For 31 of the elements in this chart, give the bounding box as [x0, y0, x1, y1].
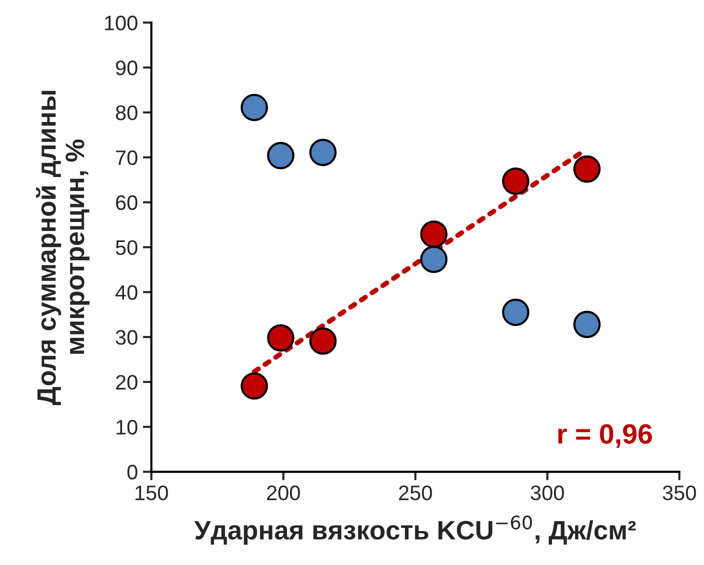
x-tick-label: 200	[267, 486, 300, 500]
point	[240, 94, 268, 122]
x-tick-label: 300	[530, 486, 564, 500]
point	[267, 324, 294, 352]
y-tick-label: 90	[116, 60, 138, 76]
y-tick-label: 70	[116, 150, 138, 166]
x-tick-label: 350	[662, 486, 696, 500]
point	[420, 220, 448, 248]
x-axis-title: Ударная вязкость KCU$^{−60}$, Дж/см²	[194, 516, 636, 545]
point	[502, 168, 530, 195]
point	[420, 246, 448, 273]
y-tick-label: 100	[105, 16, 138, 30]
y-tick-label: 0	[127, 464, 138, 480]
x-tick-label: 150	[136, 486, 168, 500]
point	[309, 138, 337, 166]
point	[240, 372, 268, 400]
y-tick-label: 80	[116, 105, 138, 120]
annotation: r = 0,96	[558, 424, 652, 448]
point	[502, 298, 530, 326]
x-tick-label: 250	[399, 486, 432, 500]
y-tick-label: 60	[116, 195, 138, 210]
y-tick-label: 20	[116, 374, 138, 390]
y-axis-title: Доля суммарной длины микротрещин, %	[36, 90, 90, 406]
point	[267, 142, 294, 170]
y-tick-label: 30	[116, 330, 138, 345]
y-tick-label: 10	[116, 420, 138, 435]
y-tick-label: 40	[115, 285, 138, 300]
point	[309, 327, 337, 355]
point	[573, 310, 601, 338]
point	[573, 155, 601, 183]
y-tick-label: 50	[116, 240, 138, 255]
